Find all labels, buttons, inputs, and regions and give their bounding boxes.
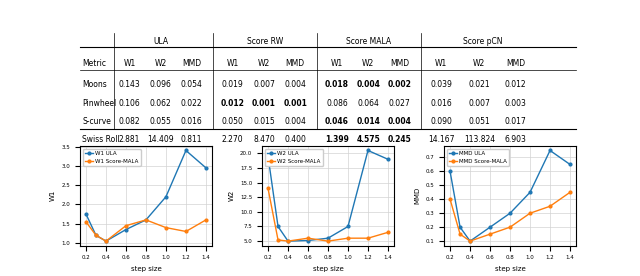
Legend: MMD ULA, MMD Score-MALA: MMD ULA, MMD Score-MALA: [447, 149, 509, 166]
Text: 0.062: 0.062: [150, 99, 172, 108]
Text: 0.004: 0.004: [284, 117, 306, 126]
Text: W2: W2: [362, 59, 374, 68]
Text: 0.064: 0.064: [357, 99, 379, 108]
Text: Metric: Metric: [83, 59, 106, 68]
Y-axis label: W2: W2: [228, 190, 234, 201]
Text: 8.470: 8.470: [253, 135, 275, 144]
Text: 0.019: 0.019: [222, 80, 244, 89]
Text: 0.016: 0.016: [180, 117, 202, 126]
Text: Score RW: Score RW: [246, 37, 283, 46]
Text: 0.015: 0.015: [253, 117, 275, 126]
Text: W2: W2: [155, 59, 167, 68]
X-axis label: step size: step size: [131, 266, 161, 272]
Text: 0.012: 0.012: [221, 99, 244, 108]
Text: 113.824: 113.824: [464, 135, 495, 144]
Text: 0.054: 0.054: [180, 80, 202, 89]
Text: 0.046: 0.046: [325, 117, 349, 126]
Text: W1: W1: [331, 59, 343, 68]
Y-axis label: W1: W1: [50, 190, 56, 201]
Text: 0.050: 0.050: [222, 117, 244, 126]
Text: 0.001: 0.001: [284, 99, 307, 108]
Legend: W2 ULA, W2 Score-MALA: W2 ULA, W2 Score-MALA: [265, 149, 323, 166]
Text: Score MALA: Score MALA: [346, 37, 392, 46]
Text: 0.082: 0.082: [119, 117, 140, 126]
Text: W2: W2: [473, 59, 485, 68]
Text: 1.399: 1.399: [325, 135, 349, 144]
Text: 0.007: 0.007: [468, 99, 490, 108]
Text: 2.270: 2.270: [222, 135, 244, 144]
Text: Moons: Moons: [83, 80, 108, 89]
Text: 0.143: 0.143: [119, 80, 140, 89]
Text: 0.021: 0.021: [468, 80, 490, 89]
X-axis label: step size: step size: [495, 266, 525, 272]
Text: Pinwheel: Pinwheel: [83, 99, 116, 108]
Text: W2: W2: [258, 59, 270, 68]
Text: 0.018: 0.018: [325, 80, 349, 89]
Text: 0.090: 0.090: [430, 117, 452, 126]
Text: Swiss Roll: Swiss Roll: [83, 135, 120, 144]
Text: W1: W1: [124, 59, 136, 68]
Text: 0.051: 0.051: [468, 117, 490, 126]
Text: 0.001: 0.001: [252, 99, 276, 108]
Text: 0.012: 0.012: [505, 80, 526, 89]
Text: MMD: MMD: [285, 59, 305, 68]
Text: 2.881: 2.881: [119, 135, 140, 144]
Text: 14.167: 14.167: [428, 135, 454, 144]
Text: MMD: MMD: [182, 59, 201, 68]
Text: 0.007: 0.007: [253, 80, 275, 89]
Text: MMD: MMD: [390, 59, 409, 68]
Text: S-curve: S-curve: [83, 117, 111, 126]
Text: MMD: MMD: [506, 59, 525, 68]
Legend: W1 ULA, W1 Score-MALA: W1 ULA, W1 Score-MALA: [83, 149, 141, 166]
Text: 4.575: 4.575: [356, 135, 380, 144]
Y-axis label: MMD: MMD: [414, 187, 420, 205]
Text: 14.409: 14.409: [148, 135, 174, 144]
Text: 0.096: 0.096: [150, 80, 172, 89]
Text: 0.055: 0.055: [150, 117, 172, 126]
Text: 0.086: 0.086: [326, 99, 348, 108]
Text: 0.004: 0.004: [284, 80, 306, 89]
Text: 0.400: 0.400: [284, 135, 306, 144]
Text: 0.022: 0.022: [180, 99, 202, 108]
Text: Score pCN: Score pCN: [463, 37, 503, 46]
Text: 0.004: 0.004: [387, 117, 412, 126]
Text: W1: W1: [435, 59, 447, 68]
X-axis label: step size: step size: [312, 266, 344, 272]
Text: 0.027: 0.027: [388, 99, 410, 108]
Text: 0.004: 0.004: [356, 80, 380, 89]
Text: W1: W1: [227, 59, 239, 68]
Text: ULA: ULA: [153, 37, 168, 46]
Text: 0.017: 0.017: [504, 117, 526, 126]
Text: 0.811: 0.811: [181, 135, 202, 144]
Text: 0.245: 0.245: [388, 135, 412, 144]
Text: 6.903: 6.903: [504, 135, 527, 144]
Text: 0.039: 0.039: [430, 80, 452, 89]
Text: 0.014: 0.014: [356, 117, 380, 126]
Text: 0.016: 0.016: [430, 99, 452, 108]
Text: 0.106: 0.106: [119, 99, 140, 108]
Text: 0.002: 0.002: [387, 80, 412, 89]
Text: 0.003: 0.003: [504, 99, 527, 108]
